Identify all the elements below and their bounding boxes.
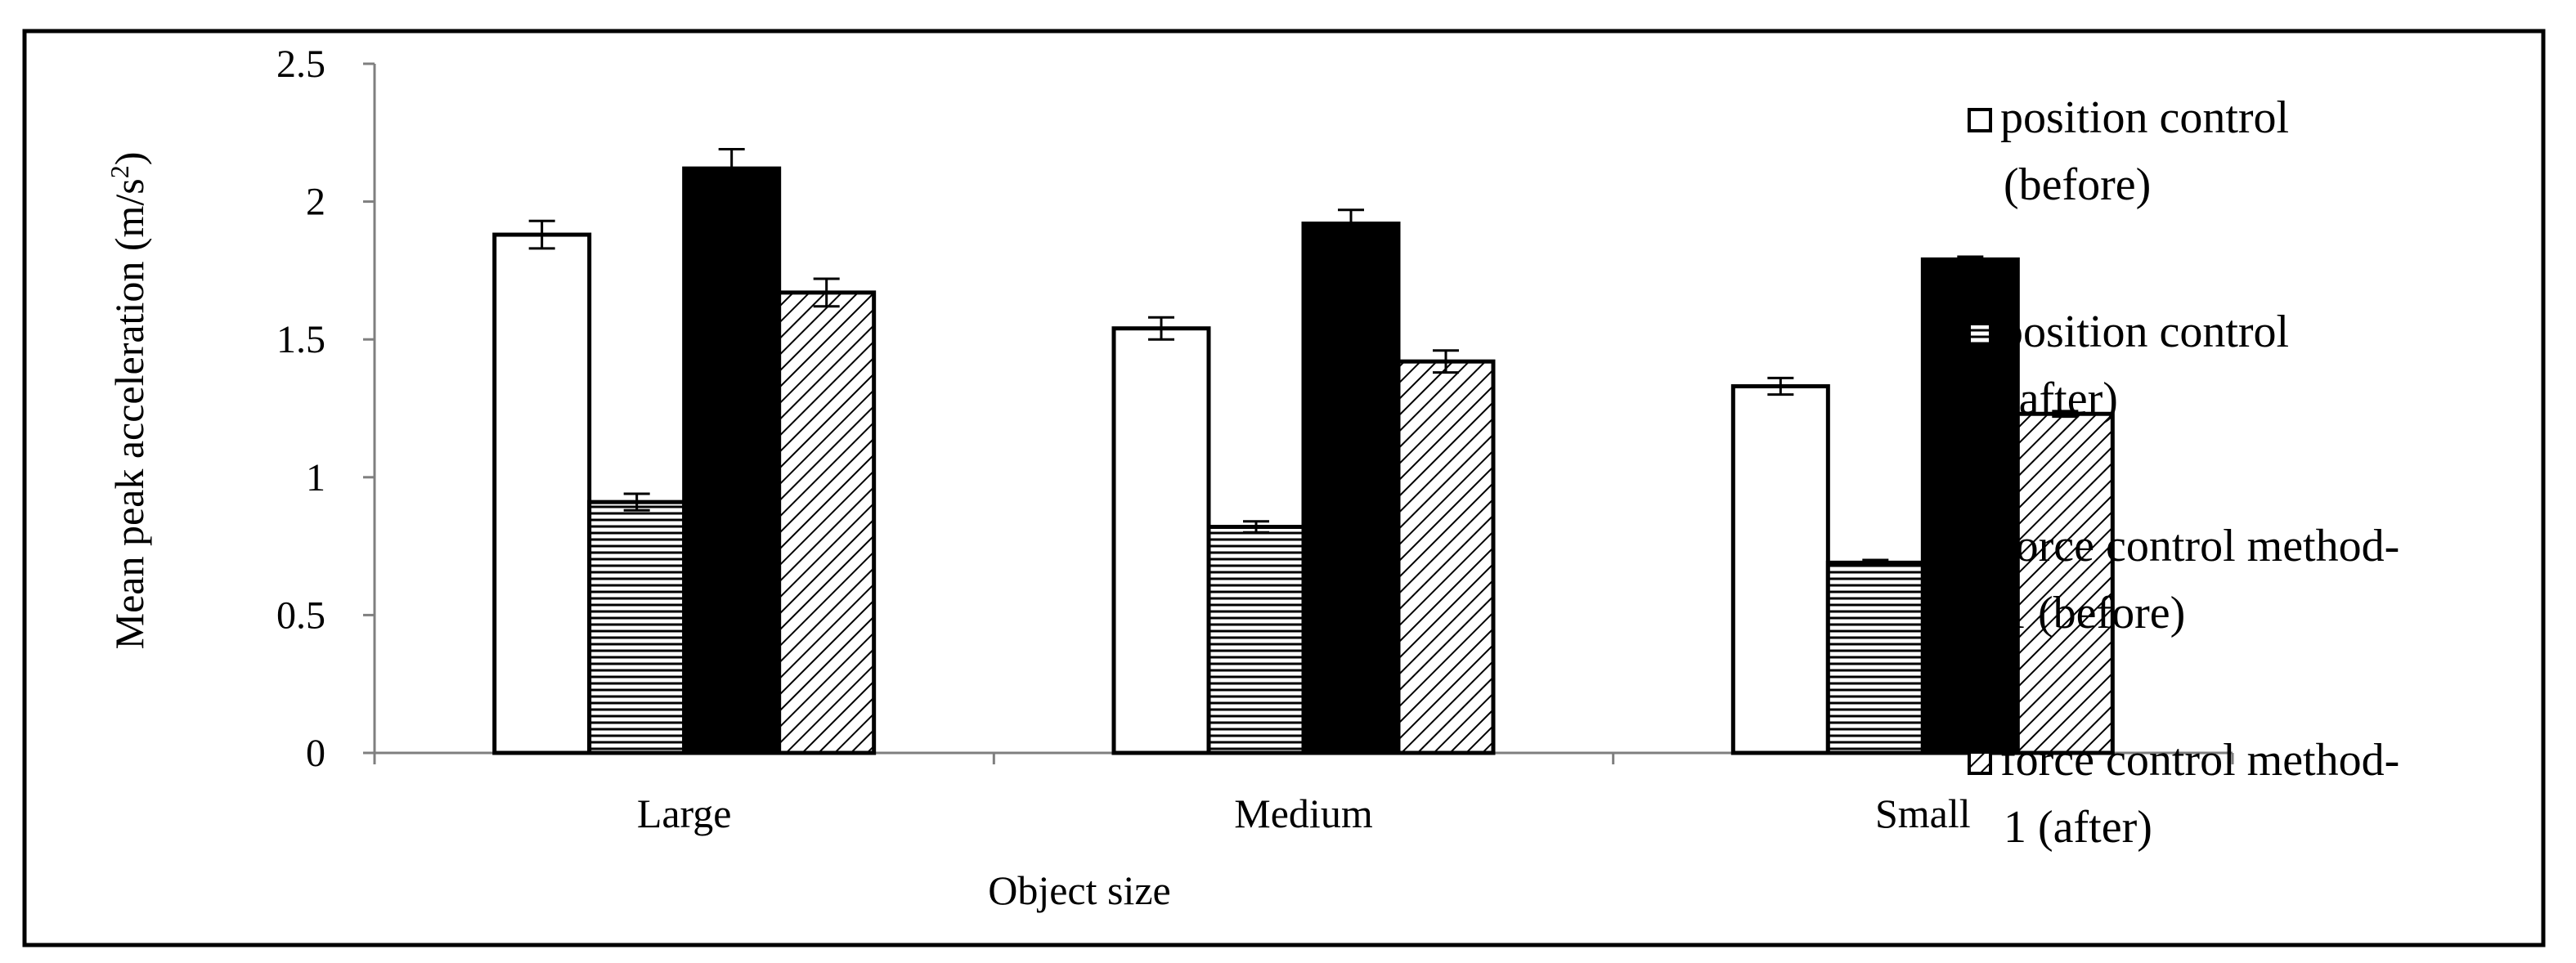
error-bars — [528, 148, 2079, 567]
y-axis-title-sup: 2 — [105, 165, 134, 178]
legend-label: force control method- — [2000, 735, 2399, 786]
bar — [1396, 359, 1496, 755]
category-labels: Large Medium Small — [637, 791, 1971, 836]
category-label: Medium — [1234, 791, 1373, 836]
error-bar — [528, 219, 555, 250]
x-axis-title: Object size — [988, 867, 1171, 913]
error-bar — [1148, 316, 1174, 341]
legend-swatch — [1968, 750, 1992, 775]
bar — [682, 166, 782, 755]
y-tick-label: 1.5 — [276, 318, 325, 361]
y-tick-label: 0.5 — [276, 593, 325, 637]
legend-swatch — [1968, 108, 1992, 132]
bar — [1301, 222, 1401, 755]
legend-swatch — [1968, 322, 1992, 347]
bar — [1206, 524, 1306, 755]
chart-frame — [22, 29, 2546, 947]
error-bar — [813, 277, 840, 308]
legend-label: (after) — [2004, 374, 2118, 424]
bar — [587, 499, 687, 755]
error-bar — [623, 492, 650, 512]
error-bar — [1862, 558, 1889, 567]
legend-item: force control method- 1 (after) — [1968, 735, 2399, 853]
y-tick-label: 0 — [306, 732, 325, 775]
bar — [492, 232, 592, 755]
bar — [1730, 384, 1830, 755]
y-tick-label: 2.5 — [276, 43, 325, 86]
y-ticks: 0 0.5 1 1.5 2 2.5 — [276, 43, 375, 775]
y-axis-title-end: ) — [106, 152, 152, 166]
legend-swatch — [1968, 536, 1992, 561]
category-label: Small — [1875, 791, 1971, 836]
legend-item: force control method- 1 (before) — [1968, 521, 2399, 638]
legend-label: position control — [2000, 307, 2289, 357]
bar — [1111, 326, 1211, 755]
y-tick-label: 2 — [306, 181, 325, 224]
y-tick-label: 1 — [306, 456, 325, 499]
error-bar — [1338, 208, 1364, 239]
bar — [2015, 411, 2115, 755]
legend-label: 1 (before) — [2004, 588, 2185, 638]
x-ticks — [373, 753, 2234, 764]
error-bar — [2052, 410, 2079, 419]
error-bar — [1243, 520, 1269, 534]
y-axis-title: Mean peak acceleration (m/s2) — [105, 152, 152, 650]
legend-label: 1 (after) — [2004, 802, 2152, 853]
y-axis: 0 0.5 1 1.5 2 2.5 — [276, 43, 376, 775]
legend: position control(before)position control… — [1968, 92, 2399, 853]
legend-label: position control — [2000, 92, 2289, 143]
error-bar — [1767, 376, 1794, 396]
error-bar — [718, 148, 745, 190]
legend-label: (before) — [2004, 159, 2151, 210]
y-axis-title-main: Mean peak acceleration (m/s — [106, 178, 152, 649]
legend-item: position control (before) — [1968, 92, 2289, 210]
legend-item: position control (after) — [1968, 307, 2289, 424]
category-label: Large — [637, 791, 732, 836]
legend-label: force control method- — [2000, 521, 2399, 571]
bar — [1825, 560, 1925, 755]
bar — [777, 290, 877, 755]
error-bar — [1957, 255, 1984, 264]
error-bar — [1433, 349, 1459, 374]
